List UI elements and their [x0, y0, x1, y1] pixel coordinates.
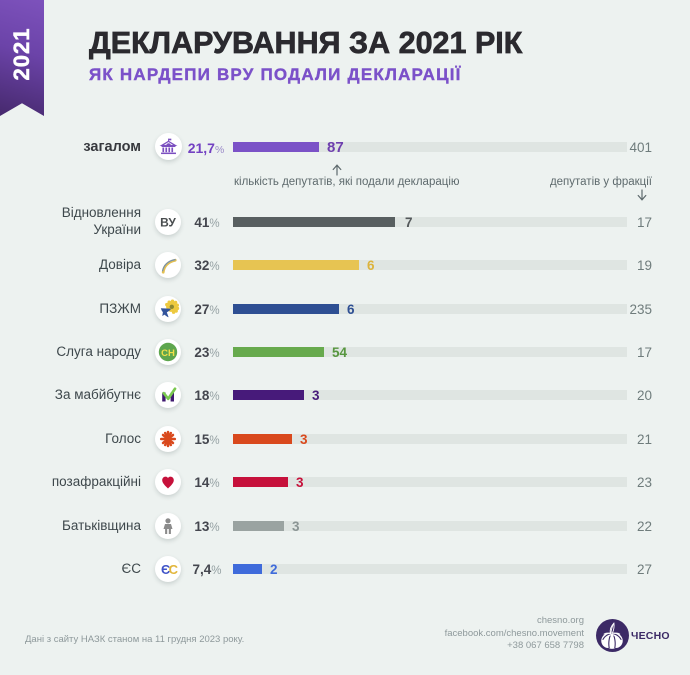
svg-text:Є: Є [161, 562, 170, 577]
svg-text:С: С [169, 562, 179, 577]
svg-text:СН: СН [161, 348, 175, 359]
svg-text:ВУ: ВУ [160, 216, 176, 230]
